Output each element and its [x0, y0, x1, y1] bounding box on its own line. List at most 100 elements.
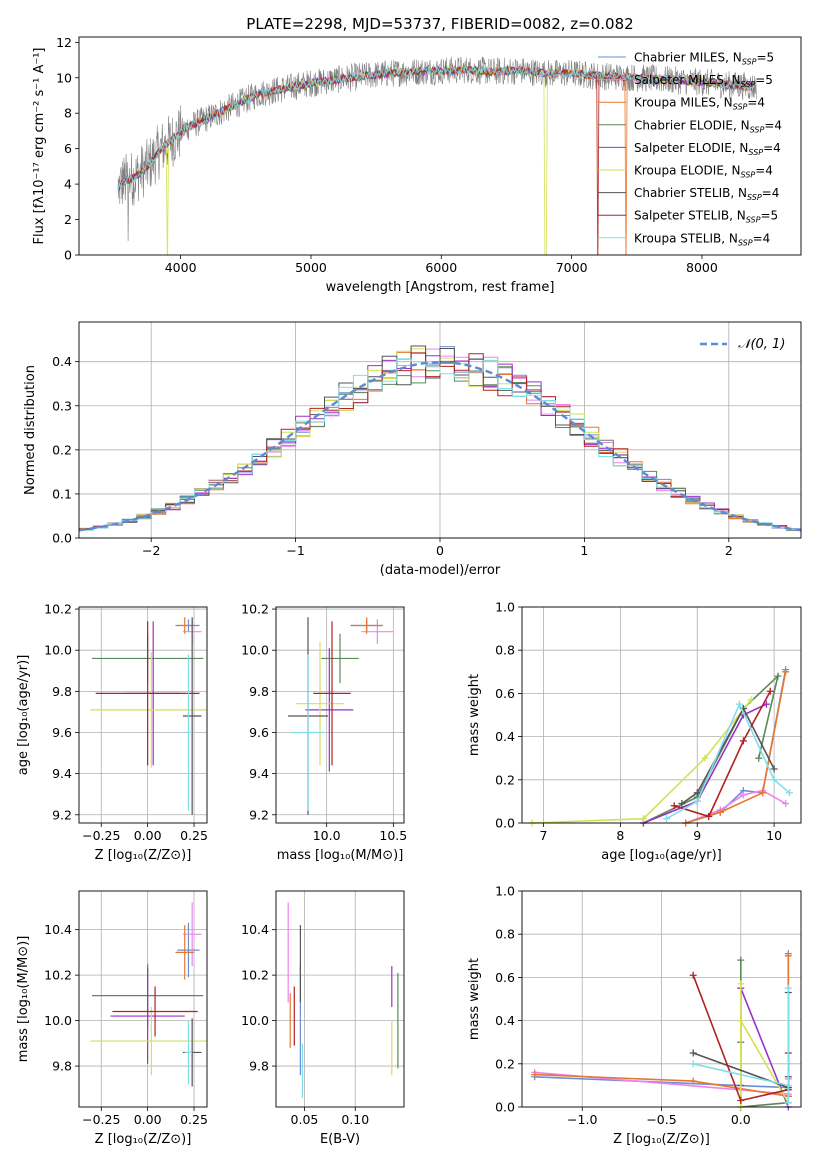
x-tick-label: 1 [580, 543, 588, 558]
y-tick-label: 9.8 [52, 1059, 72, 1074]
errorbar-point [177, 922, 200, 978]
y-tick-label: 0.2 [495, 772, 515, 787]
errorbar-point [305, 648, 354, 772]
legend-entry: Chabrier MILES, NSSP=5 [634, 51, 774, 67]
weight-marker [785, 789, 793, 797]
y-axis-label: mass weight [467, 674, 482, 756]
errorbar-point [175, 925, 195, 980]
weight-marker [689, 1060, 697, 1068]
x-tick-label: 9 [693, 828, 701, 843]
y-tick-label: 0.2 [52, 442, 72, 457]
panels-layer: 4000 5000 6000 7000 8000024681012wavelength … [16, 35, 802, 1147]
y-tick-label: 9.4 [249, 766, 269, 781]
legend-entry: Salpeter MILES, NSSP=5 [634, 73, 773, 89]
y-tick-label: 0.0 [52, 531, 72, 546]
errorbar-point [182, 617, 202, 815]
weight-marker [705, 813, 713, 821]
y-tick-label: 9.8 [52, 684, 72, 699]
y-tick-label: 0.4 [495, 729, 515, 744]
spectrum-panel: 4000 5000 6000 7000 8000 0 2 4 6 8 10 12 wavelength … [32, 35, 802, 295]
x-tick-label: 0.0 [731, 1112, 751, 1127]
legend-entry: Chabrier STELIB, NSSP=4 [634, 186, 779, 202]
x-tick-label: −0.25 [82, 828, 120, 843]
z-vs-mass-panel: −0.25 0.00 0.25 9.8 10.0 10.2 10.4 Z [log₁₀(Z/Z… [16, 890, 208, 1147]
y-tick-label: 0.4 [495, 1013, 515, 1028]
weight-marker [784, 952, 792, 960]
y-tick-label: 9.4 [52, 766, 72, 781]
x-tick-label: −0.25 [82, 1112, 120, 1127]
legend-entry: Kroupa ELODIE, NSSP=4 [634, 164, 773, 180]
y-tick-label: 10.0 [241, 1013, 269, 1028]
weight-marker [755, 754, 763, 762]
axes-frame [78, 890, 208, 1108]
normal-curve [79, 360, 801, 532]
y-tick-label: 0.1 [52, 486, 72, 501]
x-tick-label: −0.5 [646, 1112, 676, 1127]
x-tick-label: 0 [436, 543, 444, 558]
errorbar-point [112, 986, 198, 1037]
weight-marker [693, 797, 701, 805]
y-tick-label: 4 [64, 177, 72, 192]
weight-marker [689, 1077, 697, 1085]
weight-marker [737, 1017, 745, 1025]
weight-marker [770, 776, 778, 784]
x-axis-label: (data-model)/error [380, 563, 501, 578]
y-tick-label: 10.2 [241, 602, 269, 617]
weight-series-kroupa-stelib [689, 984, 792, 1107]
y-axis-label: Flux [fλ10⁻¹⁷ erg cm⁻² s⁻¹ A⁻¹] [32, 48, 47, 245]
errorbar-point [95, 621, 200, 766]
y-tick-label: 0.8 [495, 643, 515, 658]
weight-marker [716, 808, 724, 816]
y-tick-label: 0.2 [495, 1056, 515, 1071]
x-tick-label: 0.00 [134, 1112, 162, 1127]
weight-line [673, 690, 772, 818]
y-tick-label: 10 [56, 70, 72, 85]
y-tick-label: 9.8 [249, 684, 269, 699]
weight-series-salpeter-stelib [670, 687, 774, 821]
errorbar-point [182, 902, 202, 967]
axes-frame [78, 36, 802, 256]
weight-marker [693, 789, 701, 797]
x-tick-label: −1.0 [567, 1112, 597, 1127]
y-tick-label: 9.8 [249, 1059, 269, 1074]
y-tick-label: 2 [64, 212, 72, 227]
x-tick-label: 4000 [165, 260, 197, 275]
y-tick-label: 9.2 [249, 807, 269, 822]
errorbar-point [296, 641, 344, 766]
errorbar-point [292, 654, 324, 811]
observed-spectrum-line [117, 56, 757, 242]
weight-marker [770, 765, 778, 773]
weight-marker [737, 980, 745, 988]
x-tick-label: 8 [616, 828, 624, 843]
weight-marker [678, 800, 686, 808]
x-axis-label: Z [log₁₀(Z/Z⊙)] [613, 1132, 710, 1147]
residuals-panel: −2 −1 0 1 2 0.0 0.1 0.2 0.3 0.4 (data-model)/error… [23, 321, 802, 578]
y-tick-label: 6 [64, 141, 72, 156]
axes-frame [275, 606, 405, 824]
legend-entry: Kroupa MILES, NSSP=4 [634, 96, 765, 112]
x-tick-label: 10.5 [379, 828, 407, 843]
weight-marker [689, 971, 697, 979]
z-vs-age-plot-area [90, 617, 207, 815]
weight-line [740, 983, 789, 1107]
x-tick-label: 10 [766, 828, 782, 843]
y-tick-label: 0.3 [52, 398, 72, 413]
weight-marker [766, 687, 774, 695]
ebv-vs-mass-panel: 0.05 0.10 9.8 10.0 10.2 10.4 E(B-V) [241, 890, 405, 1147]
x-axis-label: E(B-V) [320, 1132, 360, 1147]
y-axis-label: age [log₁₀(age/yr)] [16, 655, 31, 776]
x-tick-label: 0.10 [341, 1112, 369, 1127]
y-axis-label: mass [log₁₀(M/M⊙)] [16, 936, 31, 1063]
x-tick-label: 10.0 [313, 828, 341, 843]
legend-entry: 𝒩(0, 1) [738, 337, 785, 352]
y-tick-label: 10.0 [44, 643, 72, 658]
legend-entry: Kroupa STELIB, NSSP=4 [634, 231, 770, 247]
axes-frame [275, 890, 405, 1108]
x-tick-label: 0.25 [180, 828, 208, 843]
axes-frame [521, 890, 802, 1108]
weight-marker [782, 800, 790, 808]
x-axis-label: wavelength [Angstrom, rest frame] [326, 280, 555, 295]
y-tick-label: 1.0 [495, 600, 515, 615]
axes-frame [78, 321, 802, 539]
y-tick-label: 10.2 [241, 968, 269, 983]
